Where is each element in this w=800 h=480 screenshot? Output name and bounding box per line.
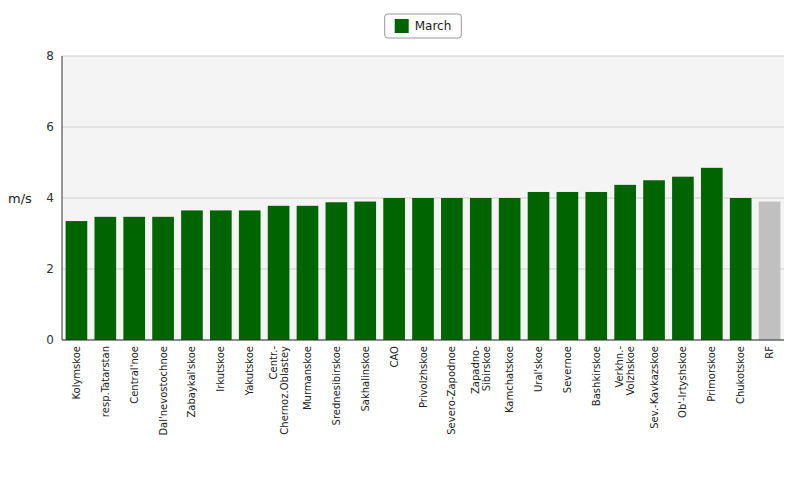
x-tick-label: Bashkirskoe [591,346,602,406]
x-axis: Kolymskoe resp.Tatarstan Central'noe Dal'ne… [71,346,775,436]
bar [268,206,290,340]
bars [66,168,781,340]
x-tick-label: Zapadno-Sibirskoe [470,346,492,394]
bar [499,198,521,340]
x-tick-label: Primorskoe [706,346,717,402]
x-tick-label: Ural'skoe [533,346,544,392]
x-tick-label: Central'noe [129,346,140,404]
x-tick-label: Kamchatskoe [504,346,515,413]
bar [643,180,665,340]
y-tick-label: 2 [46,262,54,276]
x-tick-label: Severo-Zapodnoe [446,346,457,435]
x-tick-label: CAO [389,346,400,368]
legend: March [385,14,462,38]
y-tick-label: 0 [46,333,54,347]
bar [383,198,405,340]
bar [326,202,348,340]
y-tick-label: 4 [46,191,54,205]
bar [701,168,723,340]
y-axis-line [62,56,63,340]
y-axis: 0 2 4 6 8 [46,49,784,347]
bar [94,217,116,340]
grid-line [62,340,784,341]
x-axis-line [62,340,784,341]
x-tick-label: Zabaykal'skoe [186,346,197,418]
x-tick-label: Centr.-Chernoz.Oblastey [268,346,290,435]
y-tick-label: 6 [46,120,54,134]
legend-label: March [415,19,452,33]
y-tick-label: 8 [46,49,54,63]
grid-line [62,56,784,57]
bar [672,177,694,340]
x-tick-label: Ob'-Irtyshskoe [677,346,688,418]
x-tick-label: Murmanskoe [302,346,313,410]
bar [181,210,203,340]
bar [210,210,232,340]
x-tick-label: Verkhn.-Volzhskoe [614,346,636,396]
x-tick-label: Sev.-Kavkazskoe [649,346,660,429]
bar [470,198,492,340]
bar [354,202,376,340]
bar [441,198,463,340]
bar [528,192,550,340]
bar [557,192,579,340]
bar [412,198,434,340]
bar [759,202,781,340]
x-tick-label: Privolzhskoe [418,346,429,408]
legend-swatch [395,19,409,33]
x-tick-label: Irkutskoe [215,346,226,392]
grid-line [62,127,784,128]
x-tick-label: Dal'nevostochnoe [158,346,169,436]
plot-background [62,56,784,340]
bar [123,217,145,340]
x-tick-label: Yakutskoe [244,346,255,397]
bar [152,217,174,340]
y-axis-label: m/s [8,191,32,206]
chart-container: 0 2 4 6 8 Kolymskoe resp.Tatarstan Central'noe D… [0,0,800,480]
x-tick-label: Chukotskoe [735,346,746,404]
bar [239,210,261,340]
legend-frame [385,14,462,38]
bar [297,206,319,340]
bar [614,185,636,340]
bar [730,198,752,340]
x-tick-label: Sakhalinskoe [360,346,371,412]
x-tick-label: Severnoe [562,346,573,393]
x-tick-label: Kolymskoe [71,346,82,400]
x-tick-label: RF [764,346,775,359]
x-tick-label: resp.Tatarstan [100,346,111,417]
x-tick-label: Srednesibirskoe [331,346,342,425]
bar [66,221,88,340]
chart: 0 2 4 6 8 Kolymskoe resp.Tatarstan Central'noe D… [0,0,800,480]
bar [585,192,607,340]
